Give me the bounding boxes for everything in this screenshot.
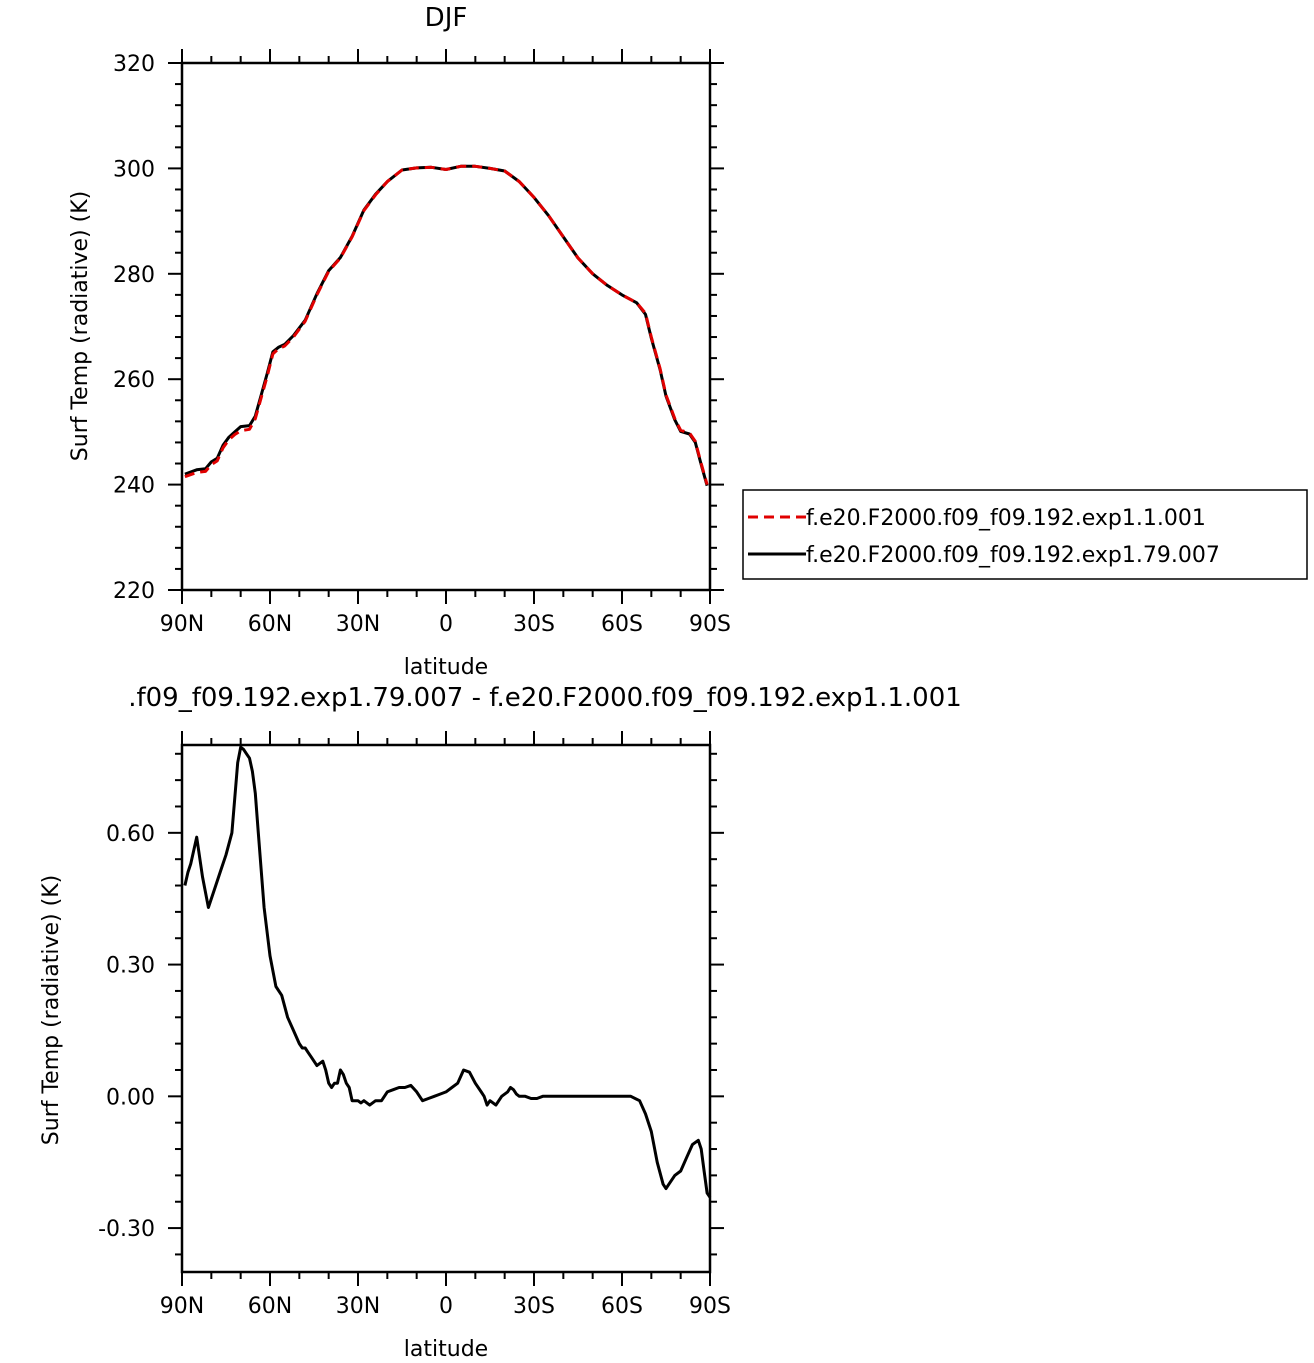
- top-plot-area: 90N 60N 30N 0 30S 60S 90S 220 240 260 280 300 320: [113, 49, 731, 637]
- bottom-y-tick-label: 0.30: [106, 954, 155, 979]
- top-series-line-2: [184, 164, 709, 486]
- legend-label: f.e20.F2000.f09_f09.192.exp1.1.001: [806, 506, 1206, 531]
- legend-box: [742, 489, 1308, 580]
- top-y-tick-label: 260: [113, 368, 155, 393]
- bottom-series-line-1: [183, 745, 712, 1199]
- top-chart: DJF 90N 60N 30N 0 30S 60S 90S 220 240 260 280 300 32…: [68, 3, 1308, 680]
- bottom-plot-frame: [180, 743, 712, 1274]
- top-chart-legend: f.e20.F2000.f09_f09.192.exp1.1.001 f.e20.…: [742, 489, 1308, 580]
- bottom-y-tick-label: -0.30: [98, 1217, 155, 1242]
- bottom-plot-area: 90N 60N 30N 0 30S 60S 90S -0.30 0.00 0.30 0.60: [98, 731, 731, 1319]
- top-chart-ylabel: Surf Temp (radiative) (K): [68, 191, 93, 461]
- top-x-tick-label: 30S: [513, 612, 555, 637]
- top-y-tick-label: 220: [113, 579, 155, 604]
- bottom-x-tick-label: 60N: [248, 1294, 292, 1319]
- top-y-tick-label: 240: [113, 474, 155, 499]
- bottom-x-tick-label: 90S: [689, 1294, 731, 1319]
- bottom-chart-ylabel: Surf Temp (radiative) (K): [39, 875, 64, 1145]
- top-x-tick-label: 60S: [601, 612, 643, 637]
- bottom-chart: .f09_f09.192.exp1.79.007 - f.e20.F2000.f…: [39, 683, 962, 1362]
- top-x-tick-label: 0: [439, 612, 453, 637]
- bottom-x-tick-label: 30N: [336, 1294, 380, 1319]
- top-chart-xlabel: latitude: [404, 655, 488, 680]
- top-y-tick-label: 300: [113, 157, 155, 182]
- bottom-x-tick-label: 90N: [160, 1294, 204, 1319]
- top-y-tick-label: 320: [113, 52, 155, 77]
- top-x-tick-label: 60N: [248, 612, 292, 637]
- bottom-chart-title: .f09_f09.192.exp1.79.007 - f.e20.F2000.f…: [128, 683, 962, 713]
- bottom-x-tick-label: 30S: [513, 1294, 555, 1319]
- top-x-tick-label: 90S: [689, 612, 731, 637]
- top-x-tick-label: 30N: [336, 612, 380, 637]
- top-series-line-1: [184, 164, 709, 487]
- top-plot-frame: [180, 61, 712, 592]
- bottom-x-tick-label: 0: [439, 1294, 453, 1319]
- bottom-x-tick-label: 60S: [601, 1294, 643, 1319]
- bottom-y-tick-label: 0.60: [106, 822, 155, 847]
- top-y-tick-label: 280: [113, 263, 155, 288]
- legend-label: f.e20.F2000.f09_f09.192.exp1.79.007: [806, 543, 1220, 568]
- bottom-y-tick-label: 0.00: [106, 1085, 155, 1110]
- top-x-tick-label: 90N: [160, 612, 204, 637]
- top-chart-title: DJF: [425, 3, 468, 33]
- bottom-chart-xlabel: latitude: [404, 1337, 488, 1362]
